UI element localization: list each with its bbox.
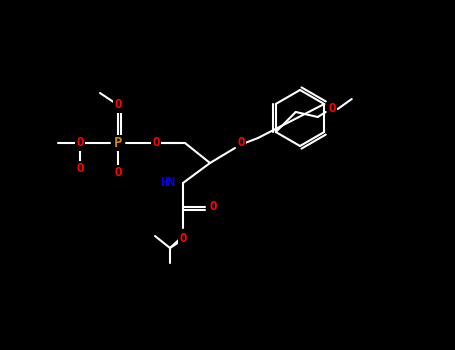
Text: O: O [114, 98, 122, 112]
Text: O: O [328, 103, 335, 116]
Text: P: P [114, 136, 122, 150]
Text: O: O [76, 162, 84, 175]
Text: O: O [114, 167, 122, 180]
Text: HN: HN [160, 176, 175, 189]
Text: O: O [237, 136, 245, 149]
Text: O: O [76, 136, 84, 149]
Text: O: O [179, 232, 187, 245]
Text: O: O [152, 136, 160, 149]
Text: O: O [209, 201, 217, 214]
